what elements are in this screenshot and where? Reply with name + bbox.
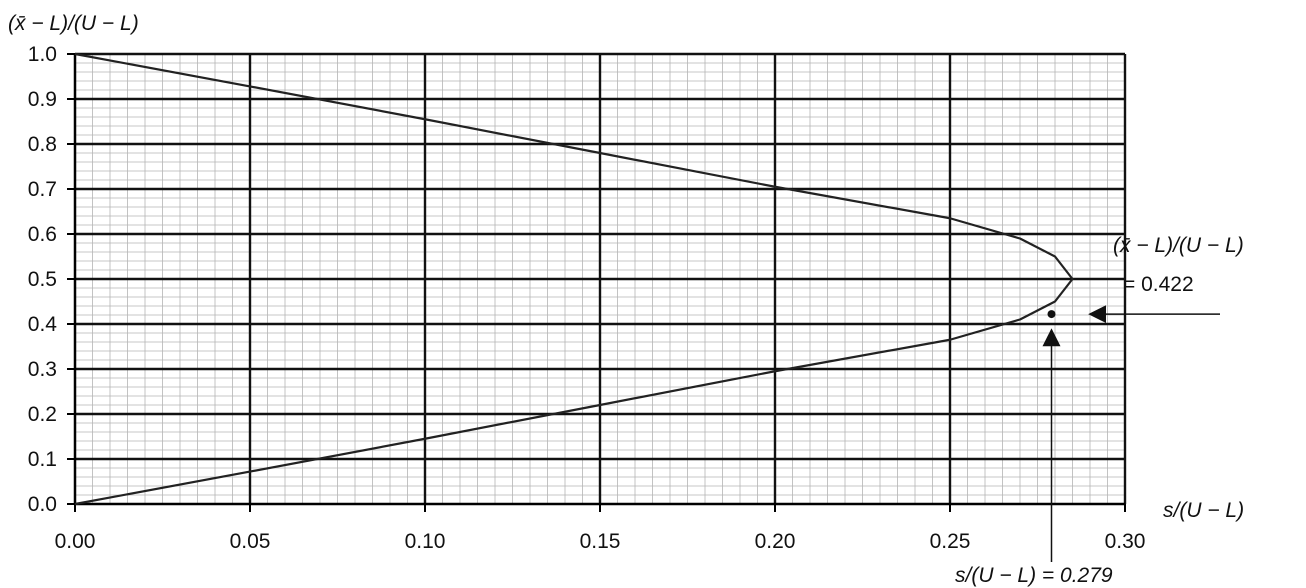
y-annotation-label: (x̄ − L)/(U − L) (1113, 234, 1244, 257)
y-tick-label: 0.6 (28, 223, 57, 246)
x-tick-label: 0.05 (230, 530, 271, 553)
y-axis-title: (x̄ − L)/(U − L) (8, 12, 139, 35)
y-tick-label: 0.2 (28, 403, 57, 426)
data-point (1047, 310, 1056, 319)
y-tick-label: 0.3 (28, 358, 57, 381)
y-annotation-value: = 0.422 (1123, 273, 1194, 296)
y-tick-label: 0.1 (28, 448, 57, 471)
x-tick-label: 0.20 (755, 530, 796, 553)
y-tick-label: 0.0 (28, 493, 57, 516)
y-tick-label: 0.4 (28, 313, 58, 336)
major-grid (75, 52, 1127, 504)
y-tick-label: 1.0 (28, 43, 57, 66)
x-tick-label: 0.25 (930, 530, 971, 553)
curve-layer (74, 52, 1074, 506)
acceptance-curve (74, 52, 1074, 506)
x-tick-label: 0.00 (55, 530, 96, 553)
y-tick-label: 0.7 (28, 178, 57, 201)
x-annotation-label: s/(U − L) = 0.279 (955, 564, 1113, 587)
axes (67, 53, 1126, 512)
y-tick-label: 0.9 (28, 88, 57, 111)
x-tick-label: 0.15 (580, 530, 621, 553)
x-tick-label: 0.30 (1105, 530, 1146, 553)
x-tick-label: 0.10 (405, 530, 446, 553)
y-tick-label: 0.5 (28, 268, 57, 291)
x-axis-title: s/(U − L) (1163, 499, 1244, 522)
y-tick-label: 0.8 (28, 133, 57, 156)
tick-labels: 0.00 0.05 0.10 0.15 0.20 0.25 0.30 0.0 0.1 0.2 0.3… (28, 43, 1146, 553)
